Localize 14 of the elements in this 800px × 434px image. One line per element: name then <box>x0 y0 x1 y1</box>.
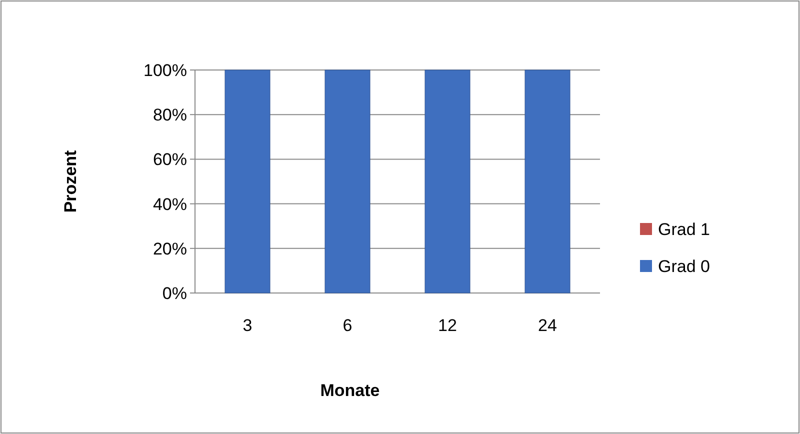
y-tick-label: 60% <box>152 150 187 170</box>
legend-label: Grad 1 <box>658 220 710 239</box>
x-tick-label: 3 <box>242 316 252 335</box>
y-tick-label: 40% <box>152 194 187 214</box>
y-tick-label: 100% <box>144 60 187 80</box>
x-tick-label: 24 <box>538 316 557 335</box>
x-tick-label: 6 <box>342 316 352 335</box>
y-tick-label: 20% <box>152 239 187 258</box>
y-tick-label: 0% <box>162 284 187 303</box>
x-tick-label: 12 <box>438 316 457 335</box>
legend-label: Grad 0 <box>658 256 710 276</box>
y-axis-title: Prozent <box>61 150 80 213</box>
y-tick-label: 80% <box>152 106 187 125</box>
x-axis-title: Monate <box>320 381 380 400</box>
